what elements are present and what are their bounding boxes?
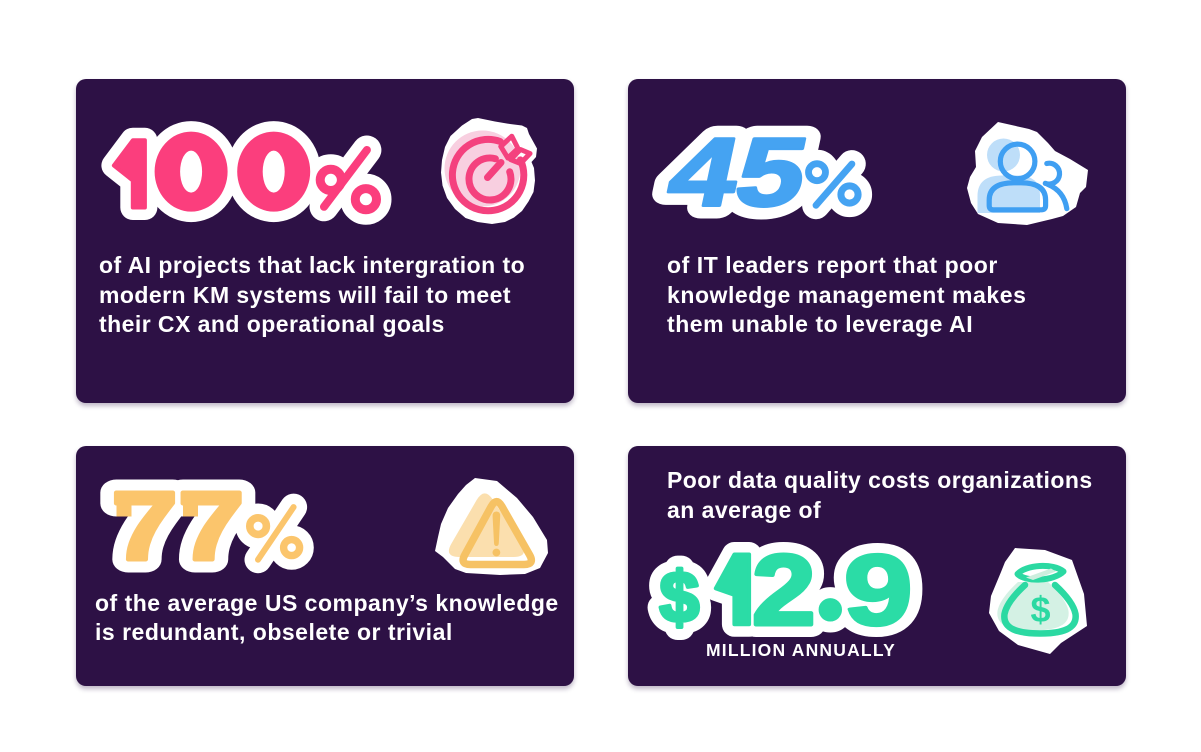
svg-text:77: 77 (111, 472, 244, 581)
svg-text:$: $ (660, 558, 700, 637)
svg-text:9: 9 (844, 534, 913, 646)
svg-text:45: 45 (659, 119, 816, 227)
svg-text:77: 77 (111, 472, 244, 581)
svg-text:$: $ (1030, 589, 1050, 630)
svg-text:2: 2 (752, 534, 816, 646)
svg-text:9: 9 (844, 534, 913, 646)
